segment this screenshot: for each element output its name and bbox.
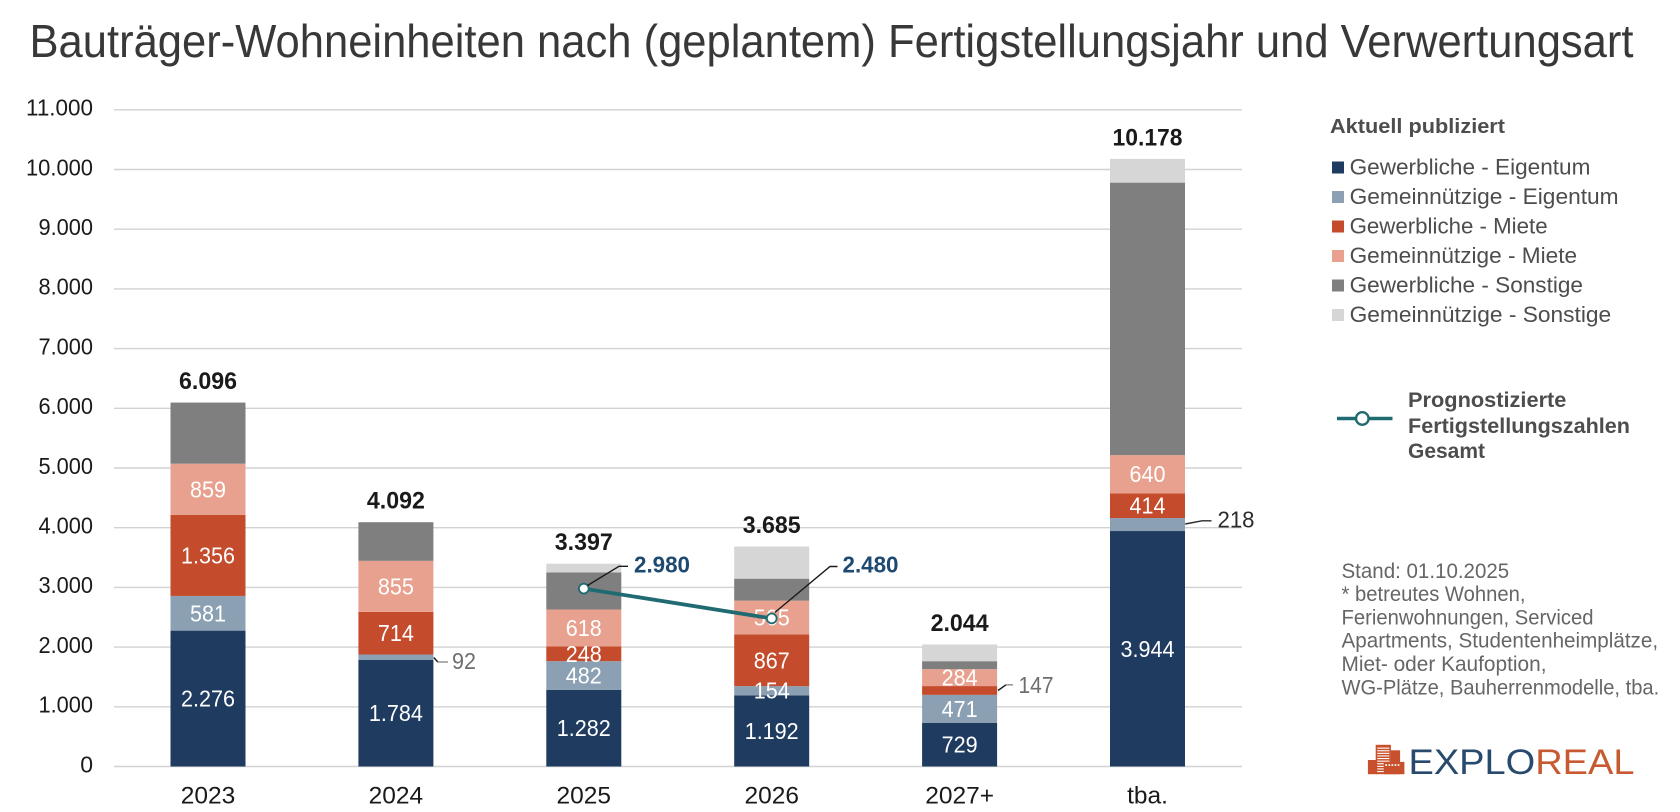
svg-text:Gemeinnützige - Sonstige: Gemeinnützige - Sonstige — [1350, 302, 1612, 327]
svg-text:1.192: 1.192 — [745, 718, 799, 744]
svg-text:Aktuell publiziert: Aktuell publiziert — [1330, 115, 1505, 138]
svg-text:Gewerbliche - Miete: Gewerbliche - Miete — [1350, 214, 1548, 239]
svg-text:248: 248 — [566, 641, 602, 667]
svg-text:5.000: 5.000 — [39, 453, 94, 479]
svg-text:92: 92 — [452, 648, 476, 674]
svg-text:2.000: 2.000 — [39, 632, 94, 658]
svg-text:Gesamt: Gesamt — [1408, 438, 1485, 463]
svg-text:4.000: 4.000 — [39, 513, 94, 539]
svg-text:2.980: 2.980 — [634, 552, 690, 578]
svg-text:Fertigstellungszahlen: Fertigstellungszahlen — [1408, 413, 1630, 438]
svg-text:714: 714 — [378, 620, 414, 646]
svg-text:7.000: 7.000 — [39, 333, 94, 359]
svg-text:2023: 2023 — [181, 783, 236, 810]
svg-text:859: 859 — [190, 476, 226, 502]
svg-text:867: 867 — [754, 647, 790, 673]
svg-text:1.784: 1.784 — [369, 700, 423, 726]
svg-text:3.685: 3.685 — [743, 512, 801, 539]
svg-text:8.000: 8.000 — [39, 274, 94, 300]
svg-text:Miet- oder Kaufoption,: Miet- oder Kaufoption, — [1342, 653, 1547, 676]
svg-text:1.282: 1.282 — [557, 715, 611, 741]
svg-text:729: 729 — [942, 732, 978, 758]
svg-text:3.944: 3.944 — [1121, 636, 1175, 662]
svg-text:Gewerbliche - Eigentum: Gewerbliche - Eigentum — [1350, 155, 1591, 180]
svg-text:11.000: 11.000 — [26, 95, 93, 121]
svg-text:6.096: 6.096 — [179, 368, 237, 395]
svg-text:Gemeinnützige - Eigentum: Gemeinnützige - Eigentum — [1350, 184, 1619, 209]
svg-text:284: 284 — [942, 665, 978, 691]
svg-text:482: 482 — [566, 663, 602, 689]
svg-text:4.092: 4.092 — [367, 488, 425, 515]
svg-text:Bauträger-Wohneinheiten nach (: Bauträger-Wohneinheiten nach (geplantem)… — [30, 15, 1634, 67]
svg-text:3.397: 3.397 — [555, 529, 613, 556]
svg-text:618: 618 — [566, 615, 602, 641]
svg-text:414: 414 — [1130, 493, 1166, 519]
svg-text:Prognostizierte: Prognostizierte — [1408, 387, 1566, 412]
svg-text:Stand: 01.10.2025: Stand: 01.10.2025 — [1342, 560, 1510, 583]
svg-text:9.000: 9.000 — [39, 214, 94, 240]
svg-text:WG-Plätze, Bauherrenmodelle, t: WG-Plätze, Bauherrenmodelle, tba. — [1342, 676, 1660, 699]
svg-text:6.000: 6.000 — [39, 393, 94, 419]
svg-text:2024: 2024 — [369, 783, 424, 810]
svg-text:10.178: 10.178 — [1113, 124, 1183, 151]
svg-text:Ferienwohnungen, Serviced: Ferienwohnungen, Serviced — [1342, 606, 1594, 629]
svg-text:855: 855 — [378, 573, 414, 599]
svg-text:471: 471 — [942, 696, 978, 722]
svg-text:3.000: 3.000 — [39, 572, 94, 598]
svg-text:2027+: 2027+ — [925, 783, 994, 810]
svg-text:581: 581 — [190, 600, 226, 626]
svg-text:2025: 2025 — [557, 783, 612, 810]
svg-text:0: 0 — [80, 751, 93, 777]
svg-text:* betreutes Wohnen,: * betreutes Wohnen, — [1342, 583, 1526, 606]
svg-text:Apartments, Studentenheimplätz: Apartments, Studentenheimplätze, — [1342, 630, 1659, 653]
svg-text:1.000: 1.000 — [39, 692, 94, 718]
svg-text:1.356: 1.356 — [181, 543, 235, 569]
svg-text:154: 154 — [754, 678, 790, 704]
svg-text:2026: 2026 — [744, 783, 799, 810]
svg-text:tba.: tba. — [1127, 783, 1168, 810]
svg-text:Gewerbliche - Sonstige: Gewerbliche - Sonstige — [1350, 273, 1583, 298]
svg-text:2.480: 2.480 — [843, 552, 899, 578]
svg-text:640: 640 — [1130, 461, 1166, 487]
svg-text:218: 218 — [1218, 507, 1255, 533]
svg-text:10.000: 10.000 — [26, 154, 93, 180]
svg-text:2.044: 2.044 — [931, 610, 990, 637]
svg-text:147: 147 — [1019, 672, 1054, 698]
svg-text:Gemeinnützige - Miete: Gemeinnützige - Miete — [1350, 243, 1578, 268]
svg-text:2.276: 2.276 — [181, 686, 235, 712]
